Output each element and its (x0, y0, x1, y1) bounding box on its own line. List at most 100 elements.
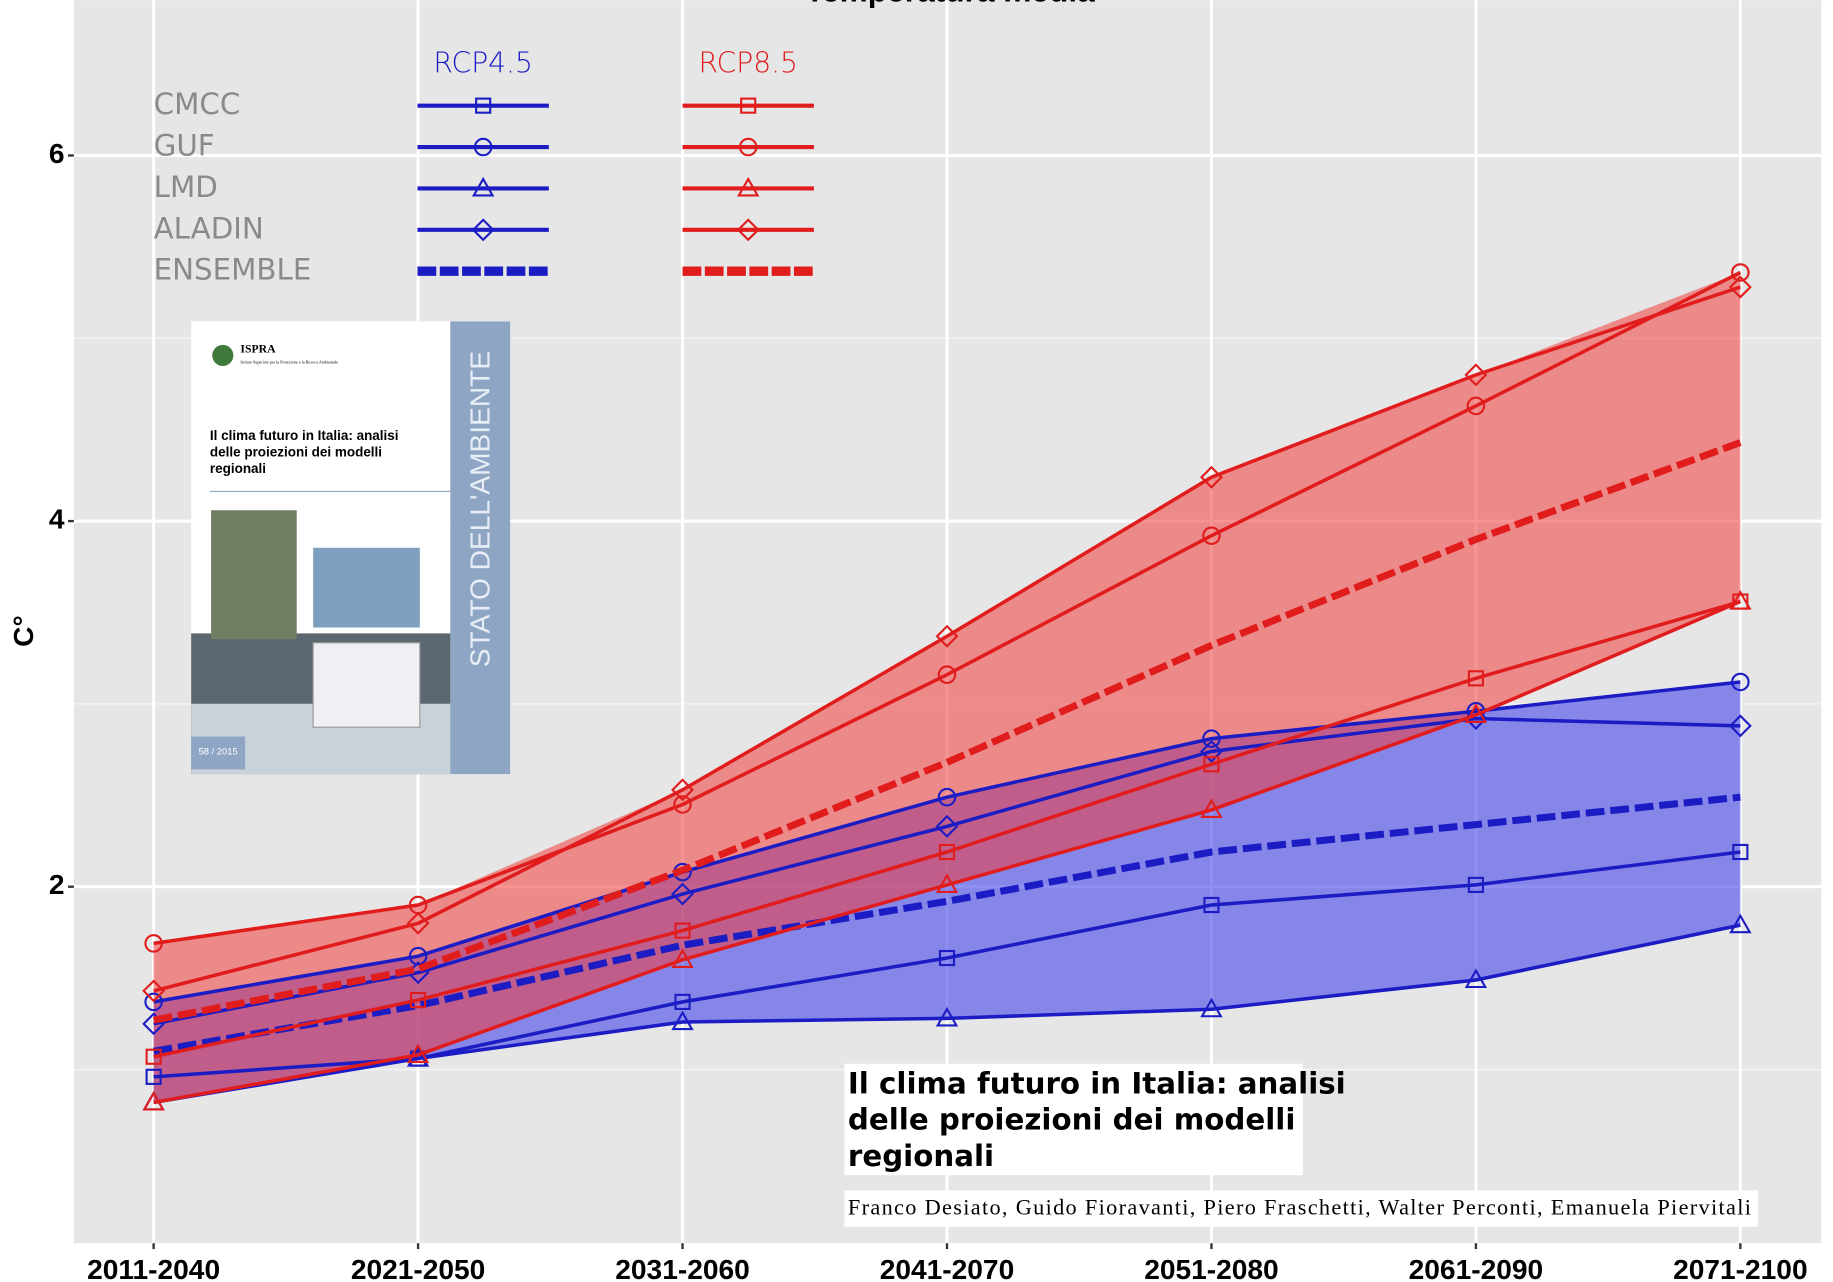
y-tick-label: 4 (49, 504, 65, 535)
x-tick-label: 2031-2060 (615, 1254, 750, 1282)
marker (1732, 843, 1749, 861)
caption: Il clima futuro in Italia: analisi delle… (844, 1063, 1758, 1227)
x-tick-label: 2021-2050 (351, 1254, 486, 1282)
caption-title: delle proiezioni dei modelli (848, 1103, 1295, 1137)
marker (1728, 275, 1752, 299)
cover-publisher-full: Istituto Superiore per la Protezione e l… (240, 359, 338, 364)
legend-label: LMD (154, 170, 218, 204)
marker (1202, 526, 1221, 545)
marker (145, 1068, 162, 1085)
cover-title: delle proiezioni dei modelli (210, 444, 382, 459)
cover-number-box (191, 736, 246, 770)
marker (1200, 798, 1223, 819)
x-tick-label: 2061-2090 (1409, 1254, 1544, 1282)
legend: RCP4.5 RCP8.5 CMCC GUF LMD ALADIN ENSEMBLE (154, 47, 814, 287)
book-cover: ISPRA Istituto Superiore per la Protezio… (191, 321, 511, 775)
marker (935, 624, 959, 648)
marker (937, 787, 957, 807)
legend-label: ALADIN (154, 211, 264, 245)
cover-number: 58 / 2015 (199, 746, 238, 756)
marker (673, 795, 692, 814)
marker (475, 97, 492, 114)
cover-photo (211, 510, 297, 640)
marker (1202, 729, 1221, 748)
marker (408, 946, 428, 966)
logo (212, 344, 234, 366)
marker (1200, 997, 1223, 1018)
marker (406, 911, 430, 935)
marker (738, 137, 758, 157)
marker (740, 97, 757, 114)
y-tick-label: 6 (49, 138, 65, 169)
marker (1203, 896, 1220, 914)
marker (1199, 739, 1223, 763)
marker (671, 778, 694, 802)
marker (473, 137, 493, 157)
marker (1731, 263, 1750, 282)
marker (938, 843, 956, 861)
marker (144, 934, 163, 953)
marker (1467, 876, 1484, 893)
marker (142, 979, 166, 1003)
series-line (153, 716, 1741, 1026)
cover-series: STATO DELL'AMBIENTE (464, 351, 495, 667)
marker (409, 991, 427, 1009)
legend-label: CMCC (154, 87, 241, 121)
caption-title: regionali (848, 1139, 994, 1173)
marker (674, 922, 691, 939)
cover-photo (313, 547, 420, 628)
chart-title: Temperatura media (805, 0, 1095, 8)
x-tick-label: 2041-2070 (880, 1254, 1015, 1282)
series-line (152, 439, 1742, 1024)
x-tick-label: 2011-2040 (87, 1254, 220, 1282)
marker (1199, 465, 1223, 489)
marker (935, 873, 959, 893)
marker (1464, 363, 1488, 387)
marker (1466, 396, 1486, 416)
marker (1731, 672, 1750, 692)
series-line (153, 923, 1741, 1105)
marker (142, 1090, 165, 1111)
marker (671, 1010, 694, 1031)
caption-authors: Franco Desiato, Guido Fioravanti, Piero … (848, 1194, 1751, 1219)
caption-title: Il clima futuro in Italia: analisi (848, 1066, 1346, 1100)
cover-strip (450, 321, 511, 775)
marker (1728, 714, 1752, 738)
marker (671, 882, 694, 906)
series-line (153, 680, 1741, 1004)
marker (1729, 590, 1752, 610)
legend-header: RCP4.5 (433, 47, 532, 80)
caption-box (844, 1063, 1303, 1176)
series-line (153, 285, 1741, 993)
marker (1464, 968, 1488, 989)
cover-title: Il clima futuro in Italia: analisi (210, 428, 399, 443)
cover-maps (312, 642, 421, 728)
marker (1203, 756, 1220, 773)
series-line (153, 270, 1742, 946)
marker (737, 176, 760, 197)
marker (674, 993, 691, 1010)
marker (471, 176, 495, 197)
legend-header: RCP8.5 (698, 47, 797, 80)
marker (145, 1048, 162, 1065)
series-line (153, 793, 1741, 1055)
marker (1467, 670, 1484, 687)
marker (1729, 913, 1752, 934)
cover-title: regionali (210, 461, 266, 476)
marker (406, 1043, 430, 1064)
y-tick-label: 2 (49, 869, 65, 900)
ribbon (153, 272, 1741, 1103)
x-tick-label: 2071-2100 (1673, 1254, 1808, 1282)
marker (938, 949, 956, 967)
marker (471, 218, 495, 242)
legend-label: ENSEMBLE (154, 253, 312, 287)
marker (144, 992, 163, 1012)
series-line (153, 599, 1741, 1059)
marker (736, 218, 760, 242)
caption-authors-box (844, 1190, 1758, 1227)
x-tick-label: 2051-2080 (1144, 1254, 1279, 1282)
y-axis-label: C° (8, 615, 39, 647)
series-line (153, 599, 1742, 1105)
